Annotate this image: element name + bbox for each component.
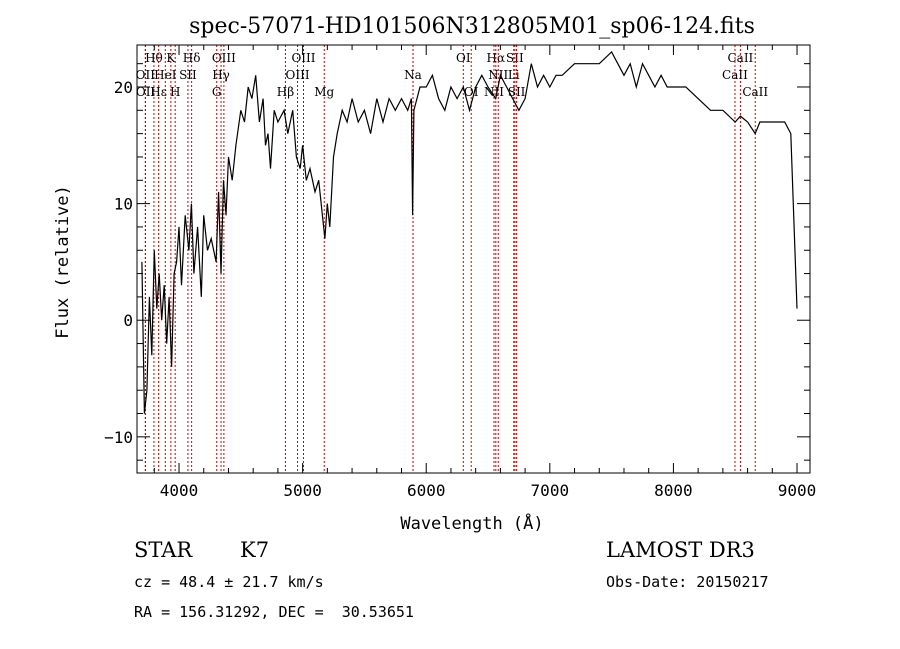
line-marker-label: SII [506, 51, 524, 65]
line-marker-label: HeI [154, 68, 177, 82]
survey-name: LAMOST DR3 [606, 538, 755, 562]
coordinates-text: RA = 156.31292, DEC = 30.53651 [134, 603, 414, 621]
chart-title: spec-57071-HD101506N312805M01_sp06-124.f… [189, 14, 755, 39]
line-marker-label: H [170, 85, 180, 99]
line-marker-label: CaII [722, 68, 748, 82]
object-class: STAR [134, 538, 193, 562]
line-marker-label: OI [456, 51, 471, 65]
y-tick-label: 0 [123, 311, 133, 330]
line-marker-label: OIII [286, 68, 310, 82]
x-tick-label: 4000 [160, 481, 199, 500]
line-marker-label: Li [508, 68, 520, 82]
x-axis-label: Wavelength (Å) [400, 512, 543, 534]
line-marker-label: Hα [487, 51, 506, 65]
line-marker-label: Hε [150, 85, 167, 99]
x-tick-label: 5000 [283, 481, 322, 500]
x-tick-label: 7000 [531, 481, 570, 500]
y-tick-label: −10 [104, 428, 133, 447]
y-axis-label: Flux (relative) [53, 185, 73, 339]
line-marker-label: SII [179, 68, 197, 82]
axes: 4000 5000 6000 7000 8000 9000 −10 0 10 20 [104, 44, 817, 500]
y-tick-label: 10 [114, 195, 133, 214]
line-marker-label: CaII [742, 85, 768, 99]
line-marker-label: NII [488, 68, 508, 82]
line-marker-label: K [166, 51, 176, 65]
line-marker-label: OII [136, 85, 156, 99]
x-tick-label: 8000 [654, 481, 693, 500]
obs-date: Obs-Date: 20150217 [606, 573, 769, 591]
line-marker-label: OIII [212, 51, 236, 65]
series-group [141, 51, 798, 414]
spectrum-line [141, 51, 798, 414]
y-tick-label: 20 [114, 78, 133, 97]
line-marker-label: OIII [291, 51, 315, 65]
line-marker-label: Hβ [277, 85, 294, 99]
line-marker-label: CaII [727, 51, 753, 65]
line-marker-label: Mg [314, 85, 334, 99]
x-tick-label: 6000 [407, 481, 446, 500]
object-subclass: K7 [240, 538, 270, 562]
line-marker-label: Hθ [145, 51, 163, 65]
redshift-text: cz = 48.4 ± 21.7 km/s [134, 573, 324, 591]
line-marker-label: Hδ [183, 51, 201, 65]
plot-frame [136, 44, 811, 474]
line-marker-label: Na [404, 68, 422, 82]
x-tick-label: 9000 [778, 481, 817, 500]
line-marker-label: Hγ [212, 68, 230, 82]
line-marker-label: SII [508, 85, 526, 99]
line-marker-label: G [212, 85, 222, 99]
